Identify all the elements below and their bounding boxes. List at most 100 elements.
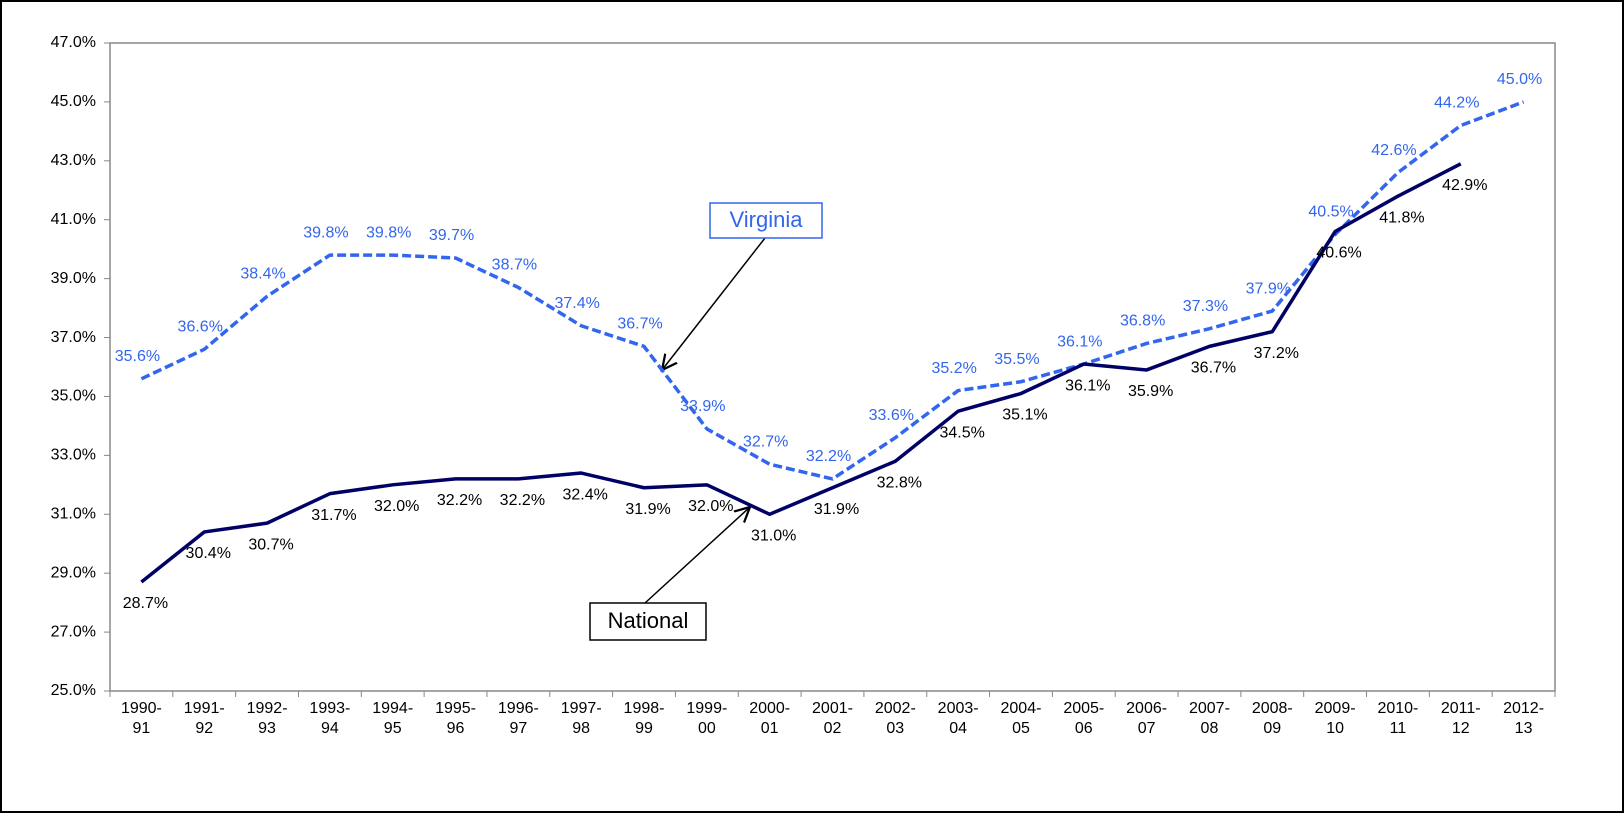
x-tick-label-box: 2004-05: [1000, 700, 1042, 737]
x-tick-label: 1995-96: [435, 700, 476, 737]
x-tick-label-box: 1996-97: [497, 700, 539, 737]
callout-arrow: [644, 507, 750, 604]
x-tick-label: 2001-02: [812, 700, 853, 737]
x-tick-label: 1996-97: [497, 700, 539, 737]
y-tick-label: 25.0%: [51, 682, 96, 699]
x-tick-label-box: 2012-13: [1503, 700, 1545, 737]
data-label: 34.5%: [939, 424, 984, 441]
x-tick-label: 1994-95: [372, 700, 414, 737]
data-label: 44.2%: [1434, 95, 1479, 112]
x-tick-label: 1998-99: [623, 700, 665, 737]
x-tick-label: 1990-91: [120, 700, 162, 737]
data-label: 37.2%: [1254, 345, 1299, 362]
data-label: 35.1%: [1002, 407, 1047, 424]
x-tick-label: 2002-03: [874, 700, 916, 737]
data-label: 32.4%: [563, 486, 608, 503]
data-label: 38.4%: [240, 266, 285, 283]
y-tick-label: 29.0%: [51, 564, 96, 581]
x-tick-label-box: 2010-11: [1377, 700, 1419, 737]
data-label: 31.0%: [751, 527, 796, 544]
y-tick-label: 39.0%: [51, 270, 96, 287]
plot-area: [109, 42, 1556, 692]
x-tick-label-box: 1997-98: [560, 700, 602, 737]
data-label: 33.6%: [869, 407, 914, 424]
data-label: 36.6%: [178, 319, 223, 336]
x-tick-label-box: 1995-96: [435, 700, 476, 737]
x-tick-label: 2004-05: [1000, 700, 1042, 737]
data-label: 32.0%: [688, 498, 733, 515]
data-label: 35.9%: [1128, 383, 1173, 400]
y-tick-label: 41.0%: [51, 211, 96, 228]
data-label: 36.7%: [1191, 360, 1236, 377]
x-tick-label: 1993-94: [309, 700, 351, 737]
callout-box: [589, 602, 707, 641]
x-tick-label-box: 1990-91: [120, 700, 162, 737]
data-label: 31.7%: [311, 507, 356, 524]
data-label: 30.7%: [248, 536, 293, 553]
x-tick-label-box: 2005-06: [1063, 700, 1105, 737]
x-tick-label-box: 2006-07: [1126, 700, 1167, 737]
data-label: 31.9%: [814, 501, 859, 518]
x-tick-label-box: 1994-95: [372, 700, 414, 737]
data-label: 32.0%: [374, 498, 419, 515]
y-tick-label: 31.0%: [51, 505, 96, 522]
x-tick-label-box: 2007-08: [1188, 700, 1230, 737]
data-label: 35.6%: [115, 348, 160, 365]
x-tick-label-box: 2011-12: [1440, 700, 1481, 737]
x-tick-label: 2003-04: [937, 700, 979, 737]
data-label: 35.5%: [994, 351, 1039, 368]
data-label: 39.8%: [366, 224, 411, 241]
x-tick-label: 2012-13: [1503, 700, 1545, 737]
data-label: 45.0%: [1497, 71, 1542, 88]
x-tick-label: 2005-06: [1063, 700, 1105, 737]
x-tick-label: 1991-92: [183, 700, 225, 737]
x-tick-label-box: 2009-10: [1314, 700, 1356, 737]
data-label: 37.4%: [555, 295, 600, 312]
x-tick-label: 1992-93: [246, 700, 288, 737]
data-label: 30.4%: [186, 545, 231, 562]
y-tick-label: 27.0%: [51, 623, 96, 640]
data-label: 39.8%: [303, 224, 348, 241]
callout-arrow: [662, 237, 766, 370]
x-tick-label: 2011-12: [1440, 700, 1481, 737]
x-tick-label-box: 1992-93: [246, 700, 288, 737]
data-label: 40.5%: [1308, 204, 1353, 221]
data-label: 37.9%: [1246, 280, 1291, 297]
x-tick-label: 2010-11: [1377, 700, 1419, 737]
y-tick-label: 47.0%: [51, 34, 96, 51]
data-label: 32.8%: [877, 474, 922, 491]
x-tick-label-box: 2008-09: [1251, 700, 1293, 737]
x-tick-label: 2009-10: [1314, 700, 1356, 737]
data-label: 32.2%: [500, 492, 545, 509]
series-callout: Virginia: [730, 207, 804, 232]
y-tick-label: 35.0%: [51, 388, 96, 405]
data-label: 39.7%: [429, 227, 474, 244]
data-label: 28.7%: [123, 595, 168, 612]
series-line: [140, 100, 1525, 481]
data-label: 40.6%: [1316, 245, 1361, 262]
series-callout: National: [608, 608, 689, 633]
x-tick-label-box: 1993-94: [309, 700, 351, 737]
data-label: 42.6%: [1371, 142, 1416, 159]
data-label: 33.9%: [680, 398, 725, 415]
x-tick-label-box: 1999-00: [686, 700, 727, 737]
data-label: 36.1%: [1057, 333, 1102, 350]
y-tick-label: 45.0%: [51, 93, 96, 110]
data-label: 36.8%: [1120, 313, 1165, 330]
x-tick-label: 2007-08: [1188, 700, 1230, 737]
x-tick-label-box: 2000-01: [749, 700, 790, 737]
data-label: 32.2%: [437, 492, 482, 509]
x-tick-label: 1997-98: [560, 700, 602, 737]
data-label: 38.7%: [492, 257, 537, 274]
y-tick-label: 37.0%: [51, 329, 96, 346]
data-label: 31.9%: [625, 501, 670, 518]
x-tick-label: 2008-09: [1251, 700, 1293, 737]
data-label: 36.7%: [617, 316, 662, 333]
data-label: 42.9%: [1442, 177, 1487, 194]
y-tick-label: 43.0%: [51, 152, 96, 169]
callout-box: [709, 202, 823, 239]
x-tick-label-box: 1991-92: [183, 700, 225, 737]
x-tick-label-box: 2001-02: [812, 700, 853, 737]
